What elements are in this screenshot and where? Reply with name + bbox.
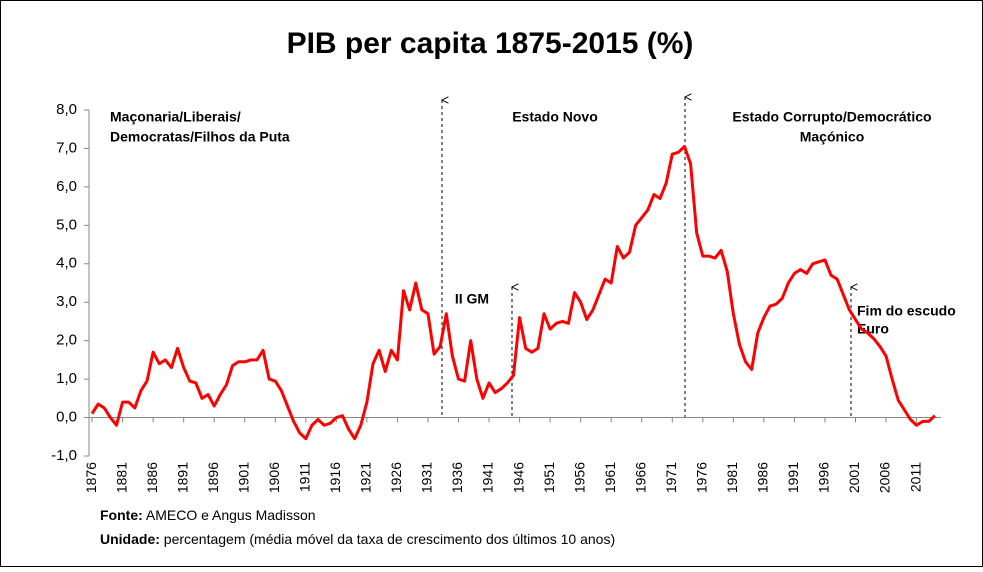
- x-tick-label: 1976: [694, 462, 710, 493]
- x-tick-label: 1891: [174, 462, 190, 493]
- annotation: II GM: [455, 291, 489, 307]
- note-text: percentagem (média móvel da taxa de cres…: [164, 531, 615, 547]
- annotation: Estado Novo: [512, 109, 598, 125]
- note: Fonte: AMECO e Angus Madisson: [100, 507, 316, 523]
- y-tick-label: 0,0: [56, 409, 77, 426]
- x-tick-label: 1916: [327, 462, 343, 493]
- x-tick-label: 1961: [602, 462, 618, 493]
- y-tick-label: 8,0: [56, 101, 77, 118]
- annotation: Maçonaria/Liberais/: [110, 109, 241, 125]
- y-tick-label: 2,0: [56, 332, 77, 349]
- x-tick-label: 1911: [297, 462, 313, 492]
- annotation: Fim do escudo: [857, 303, 956, 319]
- data-line: [90, 145, 936, 441]
- x-tick-label: 1936: [449, 462, 465, 493]
- y-tick-label: 4,0: [56, 255, 77, 272]
- annotation: Estado Corrupto/Democrático: [732, 109, 931, 125]
- x-tick-label: 1996: [816, 462, 832, 493]
- x-tick-label: 2011: [907, 462, 923, 492]
- x-tick-label: 1956: [571, 462, 587, 493]
- x-tick-label: 1926: [388, 462, 404, 493]
- x-tick-label: 1881: [113, 462, 129, 493]
- x-tick-label: 1941: [480, 462, 496, 493]
- x-tick-label: 1896: [205, 462, 221, 493]
- x-tick-label: 1971: [663, 462, 679, 493]
- x-tick-label: 1931: [419, 462, 435, 493]
- x-tick-label: 1906: [266, 462, 282, 493]
- x-tick-label: 2001: [846, 462, 862, 493]
- x-tick-label: 1886: [144, 462, 160, 493]
- note-text: AMECO e Angus Madisson: [146, 507, 316, 523]
- note-label: Unidade:: [100, 531, 160, 547]
- note: Unidade: percentagem (média móvel da tax…: [100, 531, 615, 547]
- y-tick-label: 6,0: [56, 178, 77, 195]
- y-tick-label: 5,0: [56, 216, 77, 233]
- note-label: Fonte:: [100, 507, 143, 523]
- x-tick-label: 1986: [755, 462, 771, 493]
- annotation: Maçónico: [800, 129, 865, 145]
- annotation: Democratas/Filhos da Puta: [110, 129, 290, 145]
- chart-title: PIB per capita 1875-2015 (%): [287, 27, 694, 60]
- x-tick-label: 1921: [358, 462, 374, 493]
- x-tick-label: 2006: [877, 462, 893, 493]
- x-tick-label: 1876: [83, 462, 99, 493]
- x-tick-label: 1966: [632, 462, 648, 493]
- x-tick-label: 1946: [510, 462, 526, 493]
- x-tick-label: 1951: [541, 462, 557, 493]
- y-tick-label: -1,0: [51, 447, 77, 464]
- x-tick-label: 1901: [235, 462, 251, 493]
- x-tick-label: 1981: [724, 462, 740, 493]
- y-tick-label: 1,0: [56, 370, 77, 387]
- y-tick-label: 3,0: [56, 293, 77, 310]
- y-tick-label: 7,0: [56, 139, 77, 156]
- x-tick-label: 1991: [785, 462, 801, 493]
